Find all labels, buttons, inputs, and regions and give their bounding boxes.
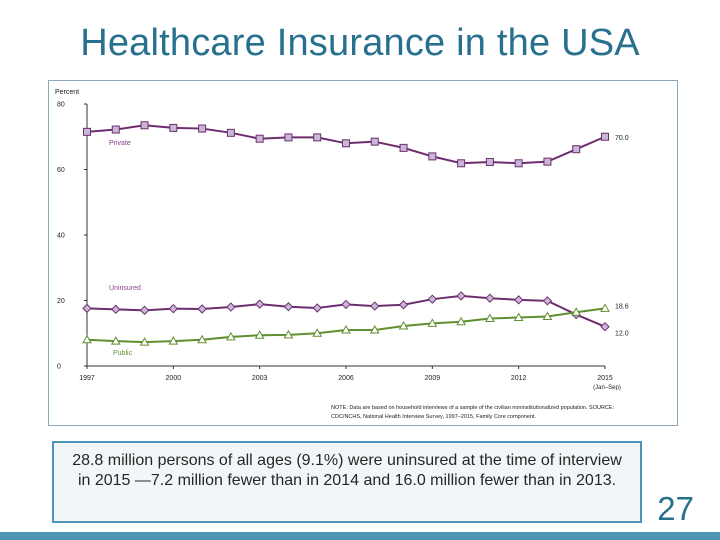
data-point-public	[398, 321, 409, 330]
data-point-uninsured	[226, 302, 236, 312]
data-point-uninsured	[139, 305, 150, 316]
x-tick-sublabel: (Jan–Sep)	[593, 385, 621, 391]
end-value-label-uninsured: 12.0	[615, 331, 629, 338]
line-chart: Percent 0 20 40 60 80 1997 2000 2003 2006 2009 2012…	[55, 89, 629, 420]
data-point-private	[111, 125, 120, 134]
data-point-public	[168, 336, 179, 345]
data-point-uninsured	[542, 296, 553, 306]
data-point-private	[543, 157, 552, 166]
data-point-private	[140, 121, 149, 130]
series-label-uninsured: Uninsured	[109, 285, 141, 292]
data-point-private	[399, 143, 408, 152]
x-tick-label: 2000	[166, 375, 182, 382]
data-point-public	[312, 328, 323, 337]
data-point-uninsured	[600, 321, 610, 332]
y-tick-label: 20	[57, 298, 65, 305]
chart-note-line-2: CDC/NCHS, National Health Interview Surv…	[331, 414, 536, 420]
data-point-public	[110, 336, 121, 345]
data-point-public	[542, 311, 553, 321]
data-point-public	[456, 316, 466, 326]
data-point-private	[601, 132, 609, 141]
series-label-public: Public	[113, 350, 133, 357]
slide-number: 27	[657, 490, 694, 527]
y-tick-label: 40	[57, 233, 65, 240]
data-point-uninsured	[513, 295, 524, 305]
y-tick-label: 0	[57, 364, 61, 371]
data-point-private	[370, 137, 379, 146]
data-point-public	[254, 330, 265, 339]
data-point-public	[571, 307, 582, 316]
data-point-uninsured	[341, 299, 351, 310]
data-point-private	[572, 145, 581, 154]
data-point-private	[457, 159, 466, 168]
data-point-private	[255, 134, 264, 143]
data-point-private	[284, 133, 293, 142]
data-point-uninsured	[197, 304, 207, 314]
data-point-public	[369, 324, 380, 334]
data-point-uninsured	[111, 304, 121, 315]
data-point-uninsured	[283, 302, 294, 312]
data-point-private	[428, 152, 437, 161]
x-tick-label: 1997	[79, 375, 95, 382]
chart-note-line-1: NOTE: Data are based on household interv…	[331, 405, 615, 411]
data-point-uninsured	[168, 303, 179, 314]
data-point-private	[514, 159, 523, 168]
data-point-public	[226, 331, 236, 341]
data-point-public	[485, 313, 495, 323]
data-point-private	[485, 157, 494, 166]
data-point-public	[427, 318, 438, 327]
end-value-label-public: 18.6	[615, 303, 629, 310]
data-point-private	[313, 133, 322, 142]
y-tick-label: 60	[57, 167, 65, 174]
data-point-public	[600, 303, 610, 312]
data-point-private	[83, 127, 91, 136]
series-label-private: Private	[109, 140, 131, 147]
data-point-private	[342, 139, 350, 148]
caption-text: 28.8 million persons of all ages (9.1%) …	[72, 452, 622, 489]
x-tick-label: 2006	[338, 375, 354, 382]
slide-title: Healthcare Insurance in the USA	[80, 22, 640, 64]
data-point-private	[226, 128, 235, 137]
data-point-public	[341, 324, 351, 334]
data-point-uninsured	[398, 300, 409, 310]
data-point-public	[283, 329, 294, 339]
y-axis-title: Percent	[55, 89, 79, 96]
x-tick-label: 2009	[425, 375, 441, 382]
data-point-uninsured	[485, 293, 495, 303]
x-tick-label: 2015	[597, 375, 613, 382]
chart-frame: Percent 0 20 40 60 80 1997 2000 2003 2006 2009 2012…	[48, 80, 678, 426]
x-tick-label: 2012	[511, 375, 527, 382]
caption-box: 28.8 million persons of all ages (9.1%) …	[52, 441, 642, 523]
data-point-uninsured	[82, 303, 92, 314]
x-tick-label: 2003	[252, 375, 268, 382]
data-point-uninsured	[312, 303, 322, 313]
bottom-bar	[0, 532, 720, 540]
y-tick-label: 80	[57, 102, 65, 109]
data-point-uninsured	[370, 301, 380, 311]
data-point-public	[82, 334, 92, 344]
data-point-public	[513, 312, 524, 322]
data-point-uninsured	[254, 299, 265, 309]
data-point-uninsured	[456, 291, 466, 301]
data-point-private	[198, 124, 207, 133]
data-point-private	[169, 123, 178, 132]
data-point-public	[197, 334, 207, 344]
data-point-public	[139, 337, 150, 346]
end-value-label-private: 70.0	[615, 135, 629, 142]
data-point-uninsured	[427, 294, 438, 304]
